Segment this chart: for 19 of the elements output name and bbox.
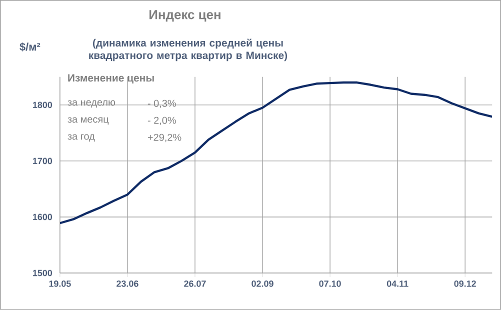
x-tick-label: 19.05 (49, 280, 71, 287)
x-tick-label: 26.07 (184, 280, 206, 287)
x-tick-label: 09.12 (454, 280, 476, 287)
x-tick-label: 07.10 (319, 280, 341, 287)
annotation: за год (68, 134, 95, 142)
y-tick-label: 1500 (33, 270, 52, 276)
annotation: за месяц (68, 117, 109, 125)
y-tick-label: 1600 (33, 214, 52, 220)
y-tick-label: 1800 (33, 102, 52, 108)
x-tick-label: 23.06 (116, 280, 138, 287)
chart-title: Индекс цен (149, 10, 220, 22)
chart-subtitle: (динамика изменения средней цены квадратного метра квартир в Минске) (89, 38, 288, 62)
y-axis-title: $/м² (20, 42, 40, 52)
y-tick-label: 1700 (33, 158, 52, 164)
x-tick-label: 04.11 (386, 280, 408, 287)
x-tick-label: 02.09 (252, 280, 274, 287)
annotation: +29,2% (148, 134, 182, 142)
annotation: Изменение цены (68, 74, 154, 84)
annotation: - 2,0% (148, 116, 176, 126)
